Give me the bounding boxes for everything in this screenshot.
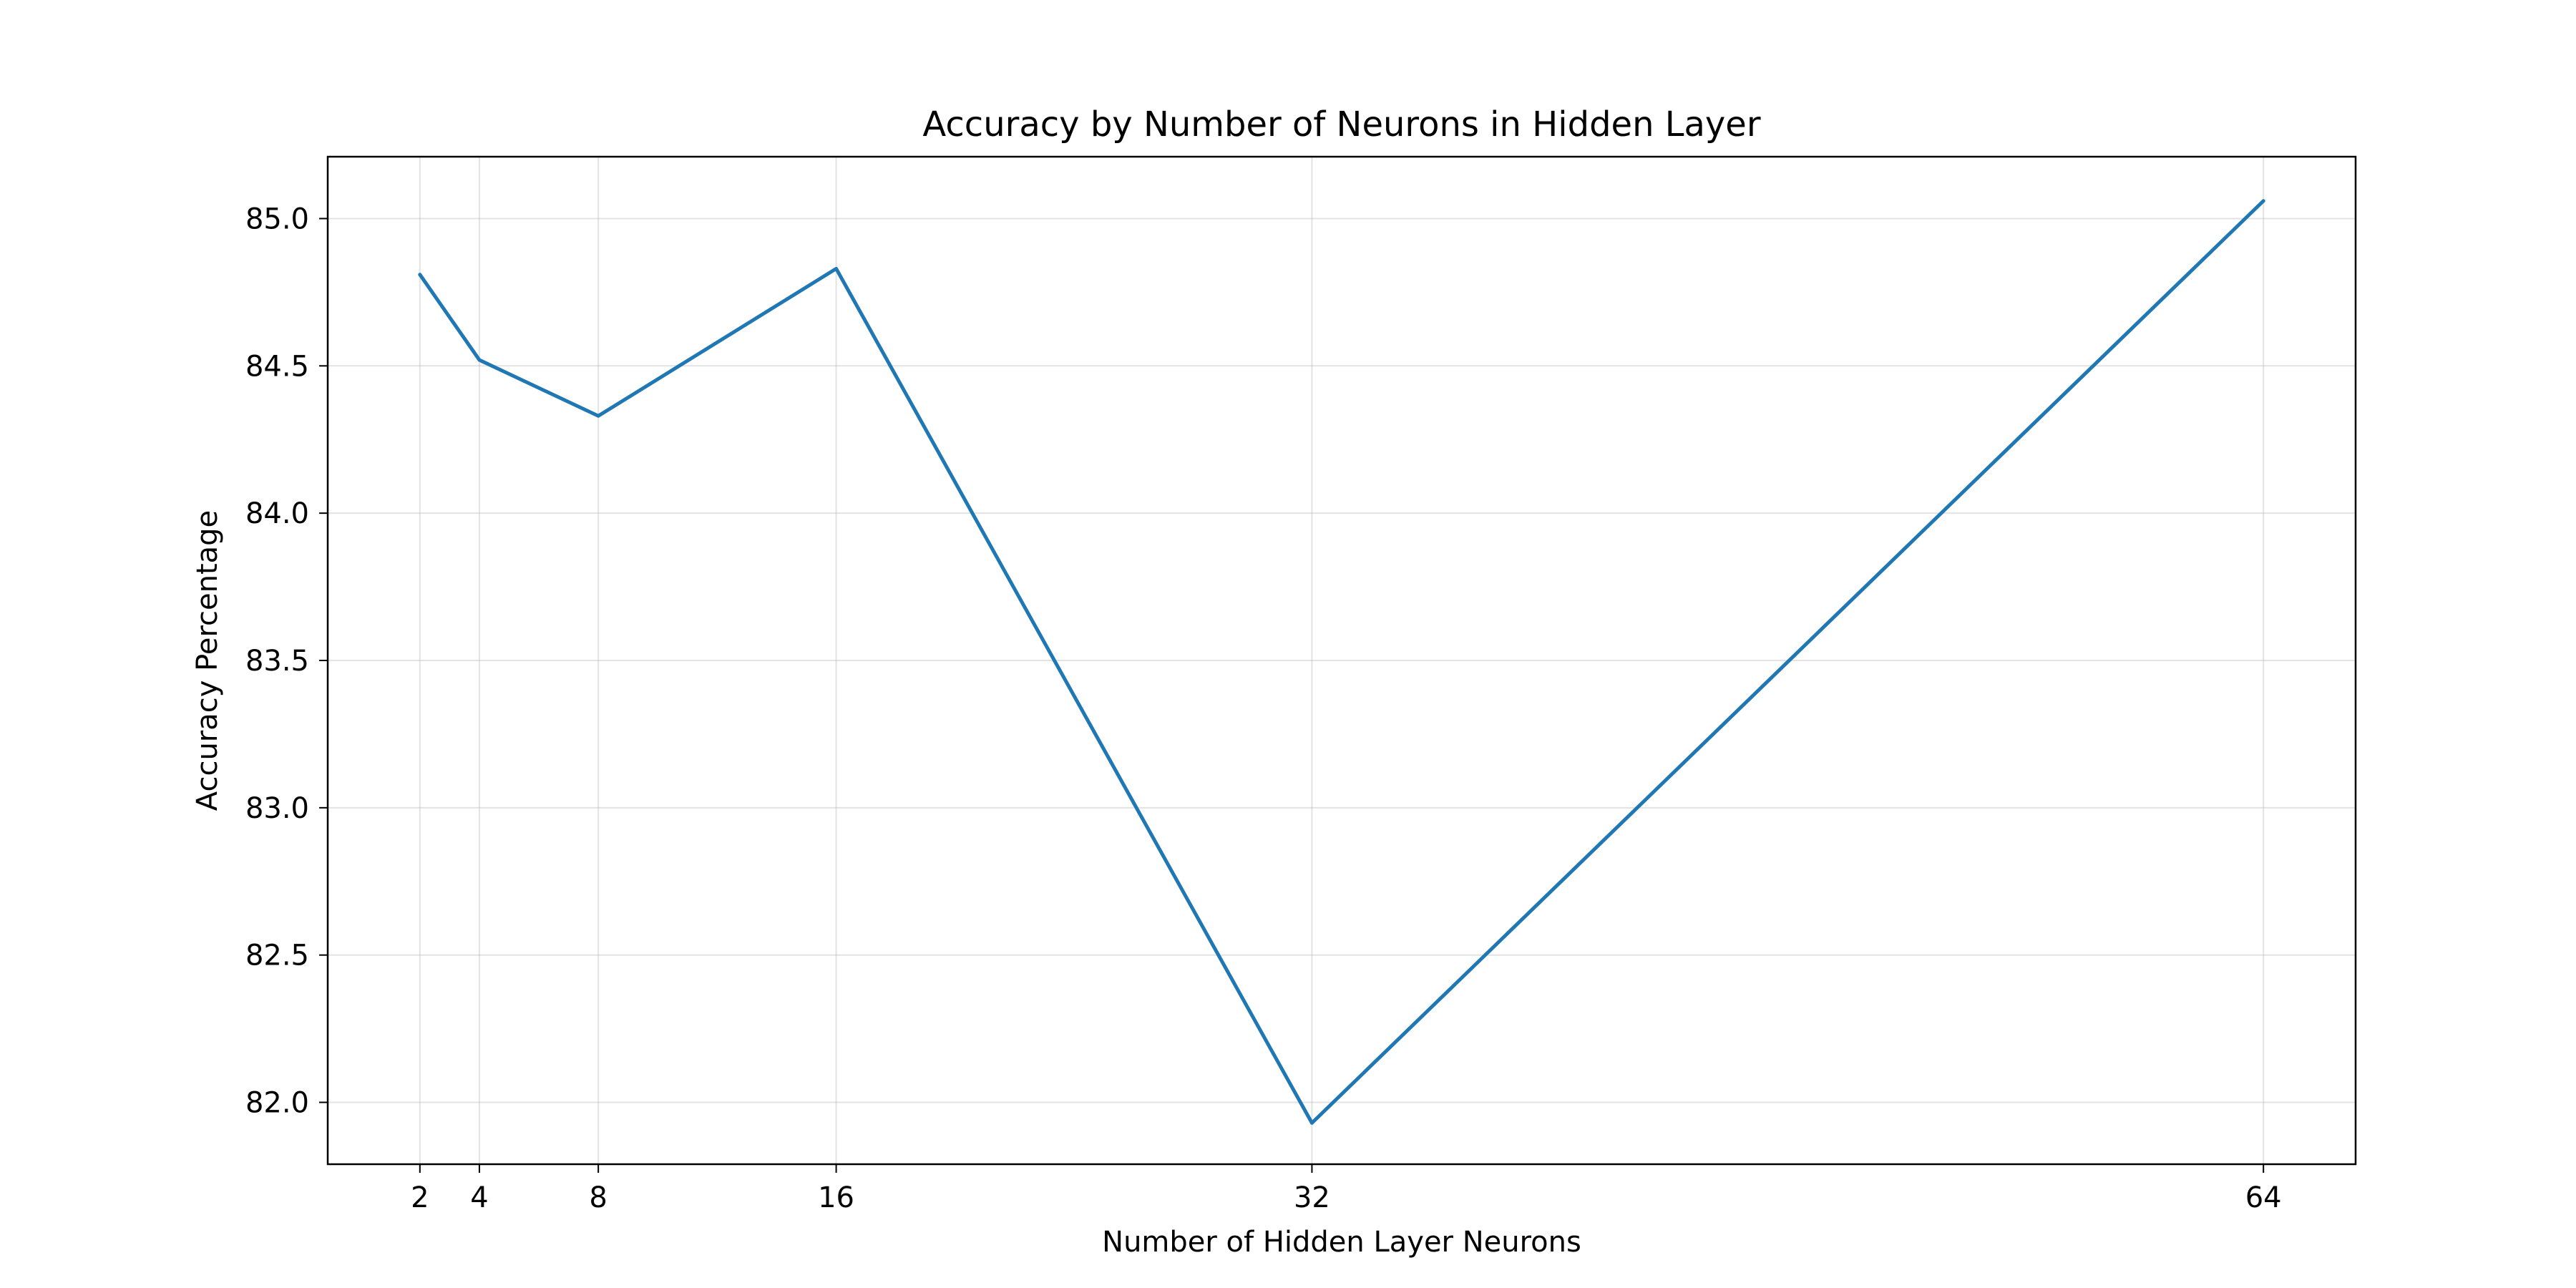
x-axis-label: Number of Hidden Layer Neurons [1102,1226,1581,1259]
y-tick-label: 82.5 [245,940,309,972]
y-tick-label: 83.5 [245,645,309,678]
y-tick-label: 83.0 [245,792,309,825]
chart-title: Accuracy by Number of Neurons in Hidden … [922,104,1760,145]
x-tick-label: 4 [470,1181,488,1214]
series-layer [418,199,2265,1125]
series-line [418,199,2265,1125]
x-tick-label: 8 [589,1181,607,1214]
x-axis-ticks: 2 4 8 16 32 64 [411,1164,2282,1214]
y-tick-label: 82.0 [245,1087,309,1120]
y-tick-label: 84.0 [245,497,309,530]
grid-layer [328,157,2356,1164]
y-axis-label: Accuracy Percentage [191,510,224,811]
y-axis-ticks: 82.0 82.5 83.0 83.5 84.0 84.5 85.0 [245,203,328,1120]
x-tick-label: 2 [411,1181,429,1214]
x-tick-label: 64 [2245,1181,2282,1214]
x-tick-label: 32 [1294,1181,1330,1214]
y-tick-label: 84.5 [245,350,309,383]
y-tick-label: 85.0 [245,203,309,235]
x-tick-label: 16 [818,1181,854,1214]
